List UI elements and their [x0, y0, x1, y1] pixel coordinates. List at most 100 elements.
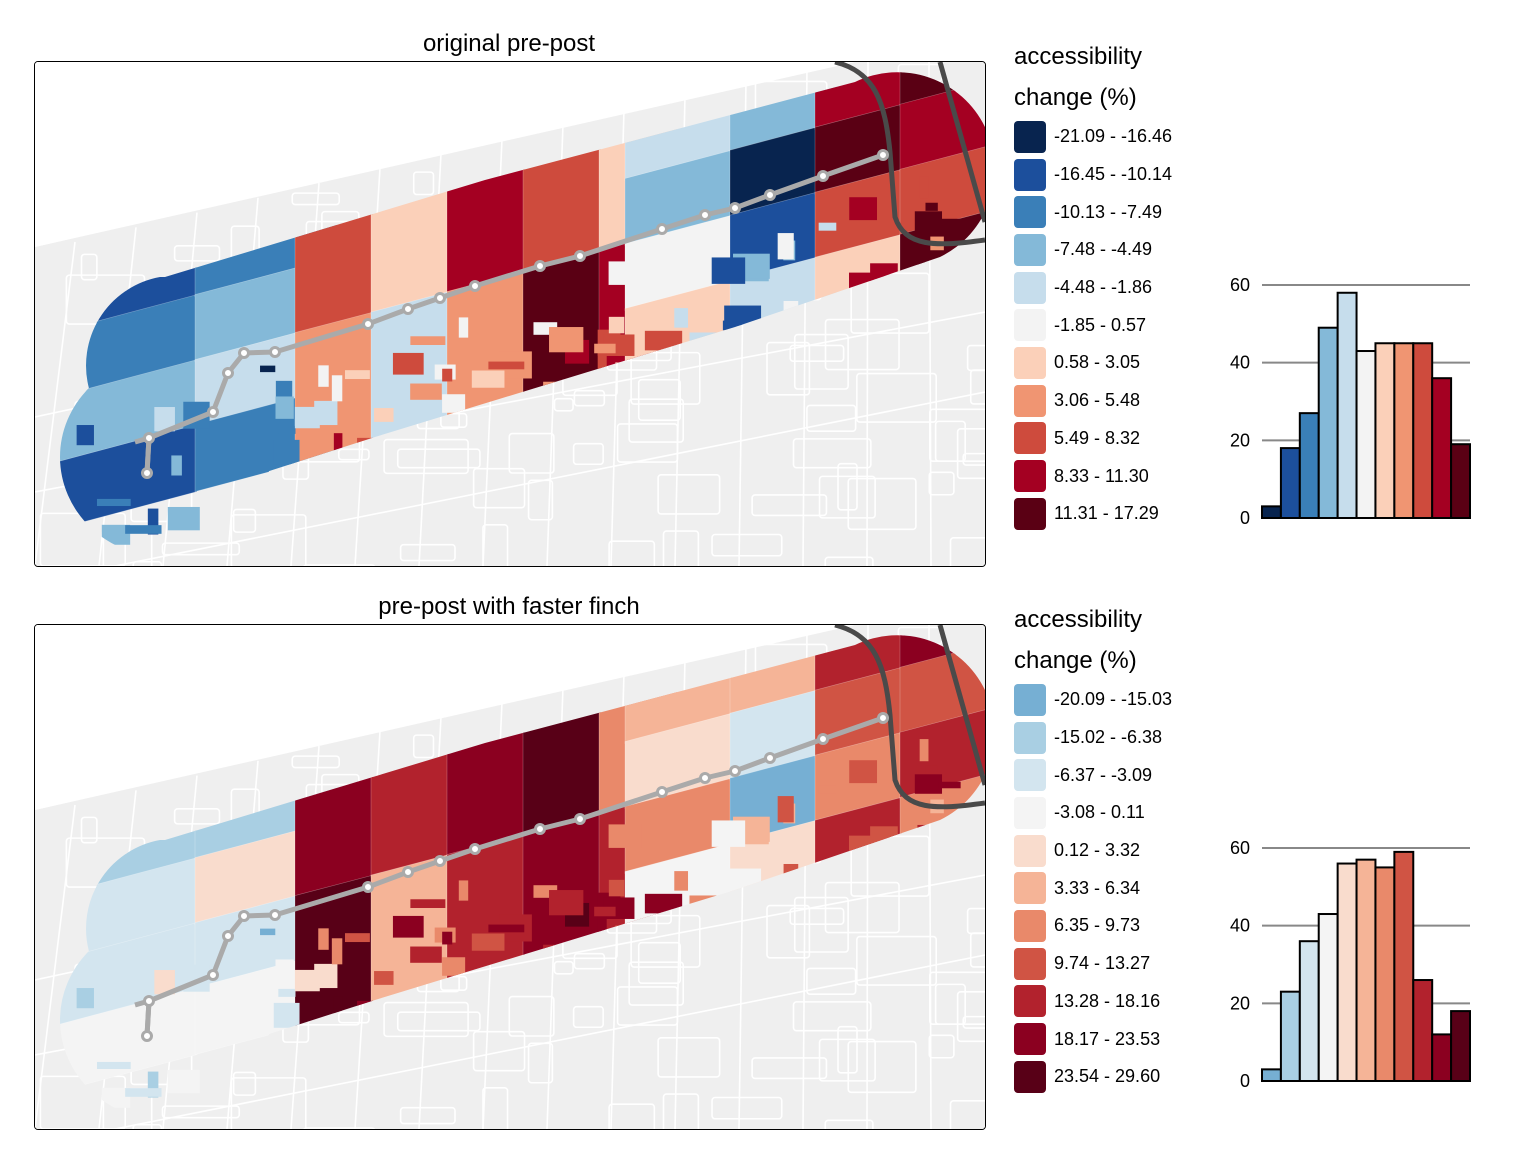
road-block: [440, 412, 468, 428]
transit-stop[interactable]: [877, 712, 889, 724]
road-block: [824, 556, 874, 566]
road-block: [969, 369, 985, 405]
transit-stop[interactable]: [469, 280, 481, 292]
transit-stop[interactable]: [362, 318, 374, 330]
road-block: [847, 1040, 917, 1094]
transit-stop[interactable]: [434, 292, 446, 304]
histogram-bar: [1450, 1010, 1472, 1083]
transit-stop[interactable]: [143, 432, 155, 444]
map-faster-finch[interactable]: [34, 624, 986, 1130]
transit-stop[interactable]: [434, 855, 446, 867]
transit-stop[interactable]: [534, 823, 546, 835]
legend-swatch: [1014, 759, 1046, 792]
transit-stop[interactable]: [141, 1030, 153, 1042]
histogram-bar: [1336, 291, 1358, 520]
road-block: [792, 1001, 872, 1032]
transit-stop[interactable]: [402, 303, 414, 315]
transit-stop[interactable]: [574, 813, 586, 825]
transit-stop[interactable]: [877, 149, 889, 161]
road-block: [789, 907, 845, 926]
transit-stop[interactable]: [402, 866, 414, 878]
transit-stop[interactable]: [764, 189, 776, 201]
transit-stop[interactable]: [729, 765, 741, 777]
legend-swatch: [1014, 309, 1046, 342]
transit-stop[interactable]: [534, 260, 546, 272]
legend-label: 8.33 - 11.30: [1054, 465, 1149, 486]
legend-item: 9.74 - 13.27: [1014, 945, 1172, 983]
census-tract: [314, 963, 338, 989]
transit-stop[interactable]: [817, 170, 829, 182]
legend-label: 3.06 - 5.48: [1054, 390, 1141, 411]
transit-stop[interactable]: [222, 930, 234, 942]
histogram-bar: [1298, 412, 1320, 519]
legend-label: -1.85 - 0.57: [1054, 314, 1147, 335]
legend-label: -6.37 - -3.09: [1054, 764, 1153, 785]
road-block: [949, 537, 985, 566]
legend-swatch: [1014, 721, 1046, 754]
y-tick-label: 0: [1240, 508, 1250, 528]
census-tract: [275, 396, 294, 419]
census-tract: [919, 739, 929, 762]
census-tract: [849, 197, 878, 221]
transit-stop[interactable]: [238, 347, 250, 359]
road-block: [572, 1005, 604, 1029]
transit-stop[interactable]: [222, 367, 234, 379]
legend-swatch: [1014, 872, 1046, 905]
y-tick-label: 60: [1230, 838, 1250, 858]
transit-stop[interactable]: [238, 910, 250, 922]
census-tract: [777, 233, 794, 260]
legend-item: 5.49 - 8.32: [1014, 420, 1172, 458]
census-tract: [410, 336, 446, 345]
legend-label: 0.12 - 3.32: [1054, 840, 1141, 861]
road-block: [508, 995, 555, 1037]
histogram-bar: [1261, 505, 1282, 520]
transit-stop[interactable]: [817, 733, 829, 745]
road-block: [711, 533, 783, 557]
census-tract: [914, 211, 943, 231]
census-tract: [777, 796, 794, 823]
census-tract: [608, 261, 642, 285]
transit-stop[interactable]: [699, 772, 711, 784]
transit-stop[interactable]: [469, 843, 481, 855]
census-tract: [96, 498, 131, 507]
transit-stop[interactable]: [574, 250, 586, 262]
y-tick-label: 40: [1230, 353, 1250, 373]
census-tract: [458, 880, 469, 901]
transit-stop[interactable]: [764, 752, 776, 764]
census-tract: [314, 400, 338, 426]
census-tract: [938, 781, 961, 789]
census-tract: [273, 1002, 300, 1028]
transit-stop[interactable]: [141, 467, 153, 479]
transit-stop[interactable]: [656, 786, 668, 798]
legend-swatch: [1014, 120, 1046, 153]
transit-stop[interactable]: [207, 406, 219, 418]
transit-stop[interactable]: [729, 202, 741, 214]
road-block: [472, 1030, 526, 1072]
transit-stop[interactable]: [269, 346, 281, 358]
legend-item: 11.31 - 17.29: [1014, 495, 1172, 533]
transit-stop[interactable]: [269, 909, 281, 921]
legend-label: 13.28 - 18.16: [1054, 990, 1161, 1011]
road-block: [856, 372, 938, 423]
road-block: [161, 1105, 241, 1119]
census-tract: [273, 439, 300, 465]
histogram-bar: [1412, 342, 1434, 519]
census-tract: [644, 330, 683, 351]
legend-swatch: [1014, 346, 1046, 379]
census-tract: [374, 971, 394, 985]
census-tract: [711, 257, 746, 284]
road-block: [956, 991, 985, 1043]
transit-stop[interactable]: [656, 223, 668, 235]
legend-label: 6.35 - 9.73: [1054, 915, 1141, 936]
transit-stop[interactable]: [362, 881, 374, 893]
map-original[interactable]: [34, 61, 986, 567]
legend-item: 0.58 - 3.05: [1014, 344, 1172, 382]
transit-stop[interactable]: [143, 995, 155, 1007]
legend-item: -16.45 - -10.14: [1014, 156, 1172, 194]
census-tract: [442, 931, 453, 945]
legend-item: -10.13 - -7.49: [1014, 193, 1172, 231]
transit-stop[interactable]: [699, 209, 711, 221]
census-tract: [96, 1061, 131, 1070]
road-block: [173, 808, 221, 825]
transit-stop[interactable]: [207, 969, 219, 981]
